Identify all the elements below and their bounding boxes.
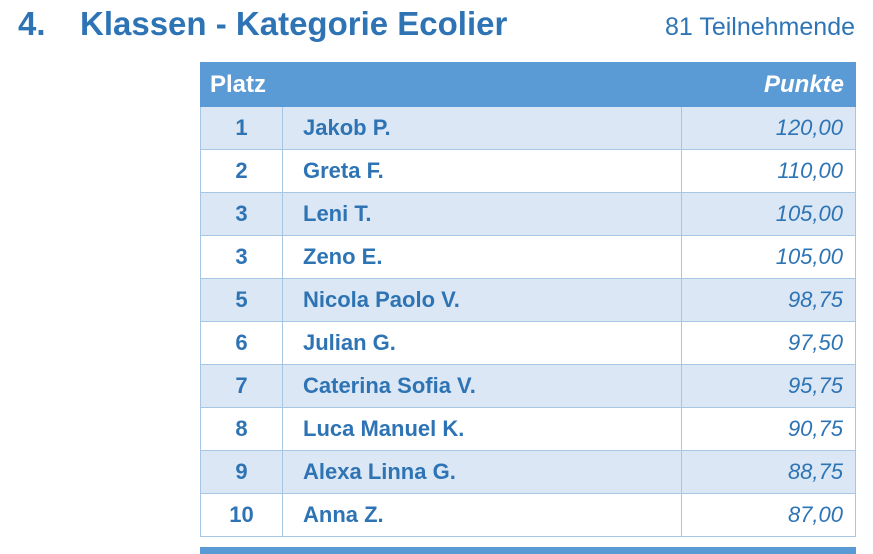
points-cell: 120,00 <box>775 115 843 140</box>
table-row: 10 Anna Z. 87,00 <box>201 494 855 537</box>
table-body: 1 Jakob P. 120,00 2 Greta F. 110,00 3 Le… <box>200 107 856 537</box>
rank-cell: 5 <box>201 279 283 321</box>
name-cell: Alexa Linna G. <box>283 451 682 493</box>
participants-count: 81 Teilnehmende <box>665 13 855 41</box>
page-title: Klassen - Kategorie Ecolier <box>80 5 508 42</box>
table-row: 7 Caterina Sofia V. 95,75 <box>201 365 855 408</box>
points-cell: 110,00 <box>777 158 843 183</box>
points-cell: 90,75 <box>787 416 843 441</box>
rank-cell: 3 <box>201 193 283 235</box>
next-table-header-strip <box>200 547 856 554</box>
name-cell: Leni T. <box>283 193 682 235</box>
table-row: 8 Luca Manuel K. 90,75 <box>201 408 855 451</box>
table-row: 2 Greta F. 110,00 <box>201 150 855 193</box>
points-cell: 95,75 <box>787 373 843 398</box>
name-cell: Zeno E. <box>283 236 682 278</box>
points-cell: 87,00 <box>787 502 843 527</box>
points-cell: 98,75 <box>787 287 843 312</box>
name-cell: Luca Manuel K. <box>283 408 682 450</box>
name-cell: Julian G. <box>283 322 682 364</box>
points-cell: 105,00 <box>775 244 843 269</box>
results-table: Platz Punkte 1 Jakob P. 120,00 2 Greta F… <box>200 62 856 537</box>
table-row: 6 Julian G. 97,50 <box>201 322 855 365</box>
rank-cell: 6 <box>201 322 283 364</box>
rank-cell: 8 <box>201 408 283 450</box>
name-cell: Greta F. <box>283 150 682 192</box>
rank-cell: 3 <box>201 236 283 278</box>
points-cell: 88,75 <box>787 459 843 484</box>
points-cell: 97,50 <box>787 330 843 355</box>
rank-cell: 7 <box>201 365 283 407</box>
name-cell: Nicola Paolo V. <box>283 279 682 321</box>
table-row: 1 Jakob P. 120,00 <box>201 107 855 150</box>
table-row: 3 Leni T. 105,00 <box>201 193 855 236</box>
name-cell: Jakob P. <box>283 107 682 149</box>
column-header-punkte: Punkte <box>763 70 844 98</box>
rank-cell: 2 <box>201 150 283 192</box>
column-header-platz: Platz <box>210 70 267 98</box>
title-number: 4. <box>18 5 46 42</box>
name-cell: Anna Z. <box>283 494 682 536</box>
table-header-row: Platz Punkte <box>200 62 856 107</box>
rank-cell: 10 <box>201 494 283 536</box>
rank-cell: 9 <box>201 451 283 493</box>
table-row: 5 Nicola Paolo V. 98,75 <box>201 279 855 322</box>
page-title-row: 4. Klassen - Kategorie Ecolier <box>18 5 507 43</box>
name-cell: Caterina Sofia V. <box>283 365 682 407</box>
points-cell: 105,00 <box>775 201 843 226</box>
table-row: 3 Zeno E. 105,00 <box>201 236 855 279</box>
rank-cell: 1 <box>201 107 283 149</box>
table-row: 9 Alexa Linna G. 88,75 <box>201 451 855 494</box>
